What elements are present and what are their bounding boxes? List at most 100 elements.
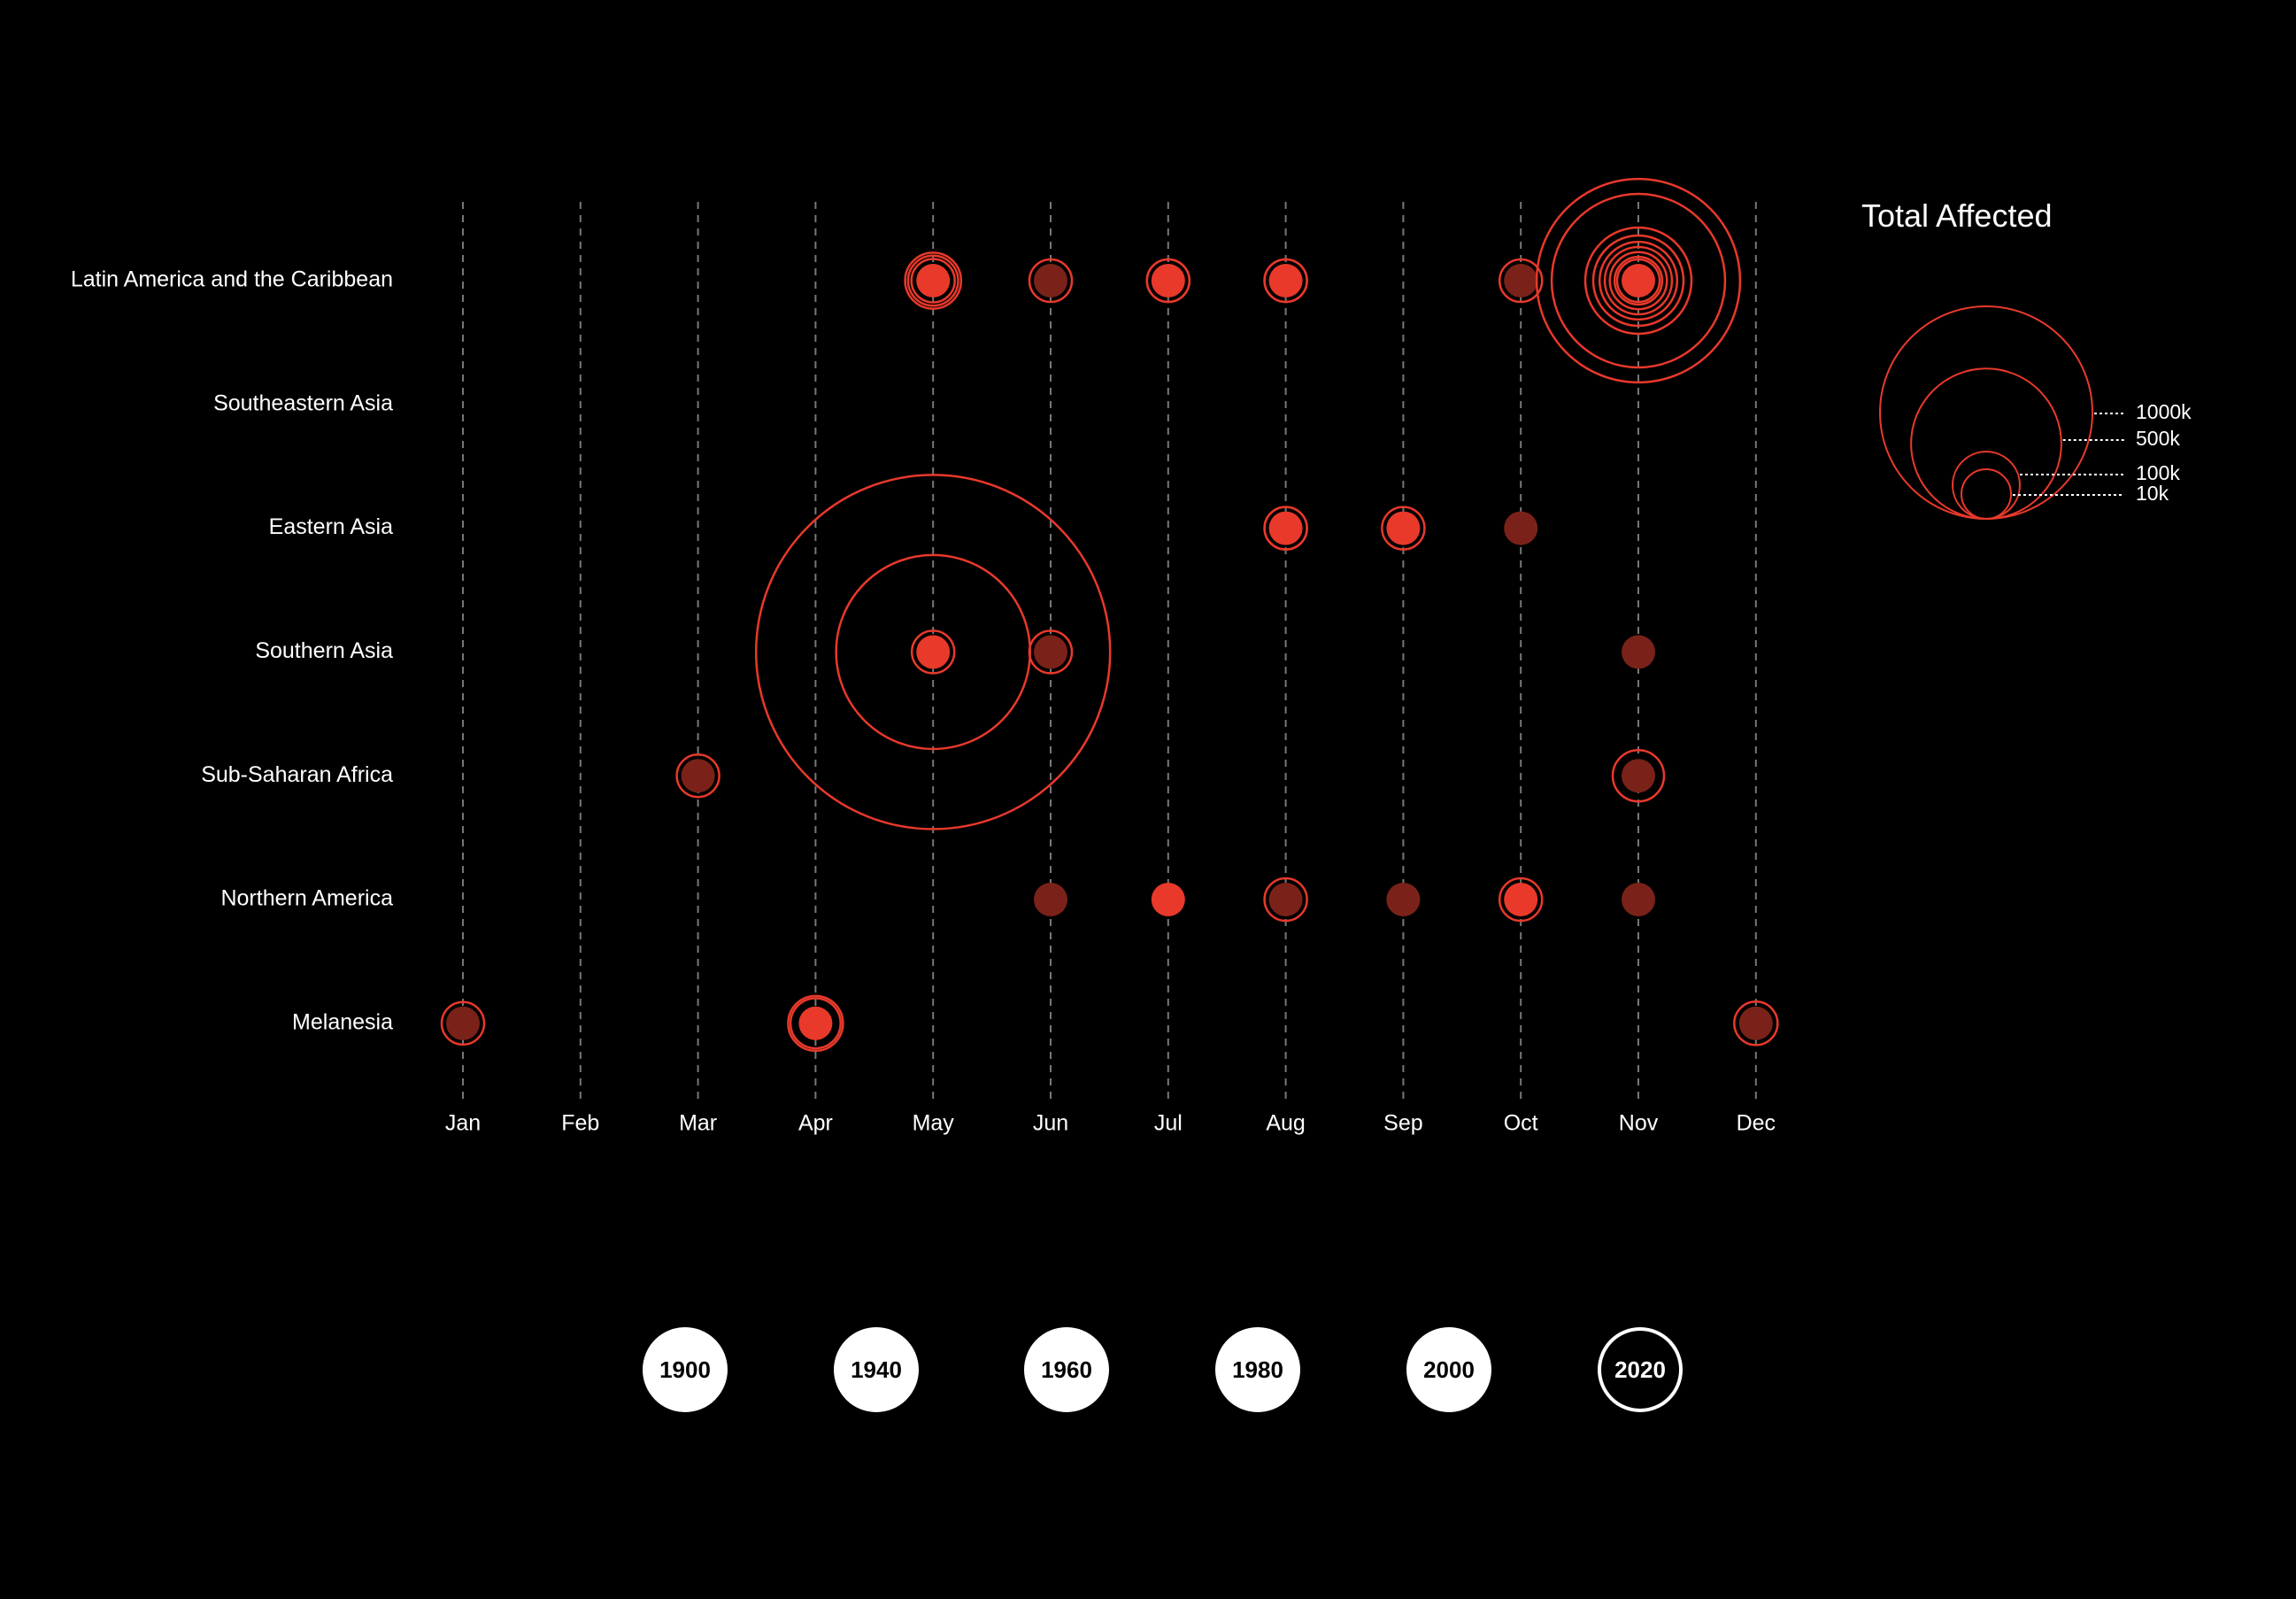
- month-label-sep: Sep: [1383, 1111, 1422, 1136]
- affected-ring: [440, 1000, 486, 1047]
- month-label-dec: Dec: [1737, 1111, 1776, 1136]
- legend-circle-1000k: [1879, 305, 2093, 520]
- event-bubble[interactable]: [1028, 630, 1074, 675]
- event-dot: [1034, 635, 1067, 669]
- event-bubble[interactable]: [1263, 258, 1308, 304]
- event-bubble[interactable]: [1535, 177, 1742, 384]
- affected-ring: [1028, 630, 1074, 675]
- region-labels: Latin America and the Caribbean Southeast…: [71, 267, 393, 1035]
- affected-ring: [1615, 258, 1661, 304]
- affected-ring: [1381, 506, 1426, 551]
- event-bubble[interactable]: [1381, 506, 1426, 551]
- event-bubble[interactable]: [1263, 506, 1308, 551]
- year-button-2020[interactable]: 2020: [1598, 1327, 1683, 1412]
- year-button-1980[interactable]: 1980: [1215, 1327, 1300, 1412]
- event-dot: [1386, 511, 1421, 545]
- event-dot: [1504, 264, 1538, 297]
- event-bubble[interactable]: [1034, 883, 1067, 916]
- region-label: Northern America: [220, 886, 393, 911]
- event-bubble[interactable]: [1263, 877, 1308, 923]
- affected-ring: [789, 997, 842, 1050]
- event-bubble[interactable]: [904, 251, 963, 310]
- event-dot: [1622, 635, 1655, 669]
- event-dot: [1151, 264, 1185, 297]
- event-dot: [1268, 511, 1303, 545]
- month-label-jul: Jul: [1154, 1111, 1183, 1136]
- region-label: Southeastern Asia: [213, 390, 393, 415]
- event-bubble[interactable]: [1622, 883, 1655, 916]
- event-dot: [1151, 883, 1185, 916]
- event-bubble[interactable]: [440, 1000, 486, 1047]
- event-dot: [1504, 511, 1538, 545]
- event-bubble[interactable]: [1733, 1000, 1779, 1047]
- event-dot: [1268, 264, 1303, 297]
- event-bubble[interactable]: [1028, 258, 1074, 304]
- month-label-aug: Aug: [1266, 1111, 1305, 1136]
- event-dot: [916, 635, 951, 669]
- region-label: Southern Asia: [255, 638, 393, 663]
- affected-ring: [904, 251, 963, 310]
- event-bubble[interactable]: [1145, 258, 1191, 304]
- event-bubbles: [440, 177, 1779, 1053]
- event-dot: [1622, 264, 1655, 297]
- region-label: Sub-Saharan Africa: [201, 762, 393, 787]
- event-dot: [1504, 883, 1538, 916]
- region-label: Melanesia: [292, 1009, 393, 1034]
- month-label-feb: Feb: [561, 1111, 599, 1136]
- event-dot: [1622, 883, 1655, 916]
- affected-ring: [1263, 506, 1308, 551]
- event-bubble[interactable]: [675, 753, 720, 799]
- event-dot: [1386, 883, 1421, 916]
- affected-ring: [906, 254, 959, 307]
- year-button-1940[interactable]: 1940: [834, 1327, 919, 1412]
- legend-label: 1000k: [2136, 400, 2192, 423]
- event-bubble[interactable]: [1498, 258, 1544, 304]
- month-label-oct: Oct: [1504, 1111, 1538, 1136]
- legend-circle-10k: [1961, 468, 2012, 520]
- affected-ring: [1613, 255, 1664, 306]
- event-dot: [1034, 883, 1067, 916]
- affected-ring: [1550, 192, 1727, 369]
- event-bubble[interactable]: [1504, 511, 1538, 545]
- affected-ring: [675, 753, 720, 799]
- year-button-1900[interactable]: 1900: [643, 1327, 728, 1412]
- event-dot: [1034, 264, 1067, 297]
- event-bubble[interactable]: [1151, 883, 1185, 916]
- affected-ring: [1263, 258, 1308, 304]
- month-label-mar: Mar: [679, 1111, 717, 1136]
- event-dot: [1738, 1006, 1773, 1040]
- affected-ring: [1603, 245, 1674, 316]
- affected-ring: [1591, 234, 1685, 328]
- event-bubble[interactable]: [1611, 748, 1666, 803]
- month-label-may: May: [913, 1111, 955, 1136]
- affected-ring: [910, 258, 956, 304]
- month-axis: Jan Feb Mar Apr May Jun Jul Aug Sep Oct Nov Dec: [445, 1111, 1776, 1136]
- year-button-1960[interactable]: 1960: [1024, 1327, 1109, 1412]
- affected-ring: [1145, 258, 1191, 304]
- event-dot: [446, 1006, 480, 1040]
- year-button-2000[interactable]: 2000: [1406, 1327, 1491, 1412]
- affected-ring: [1498, 877, 1544, 923]
- event-bubble[interactable]: [1386, 883, 1421, 916]
- event-dot: [1268, 883, 1303, 916]
- legend-label: 10k: [2136, 482, 2169, 505]
- affected-ring: [1498, 258, 1544, 304]
- month-label-jan: Jan: [445, 1111, 481, 1136]
- affected-ring: [1608, 251, 1668, 311]
- affected-ring: [1598, 240, 1679, 321]
- affected-ring: [1611, 748, 1666, 803]
- affected-ring: [1733, 1000, 1779, 1047]
- affected-ring: [1583, 226, 1693, 336]
- event-bubble[interactable]: [1498, 877, 1544, 923]
- affected-ring: [754, 474, 1112, 830]
- event-dot: [798, 1006, 833, 1040]
- month-label-nov: Nov: [1619, 1111, 1659, 1136]
- event-bubble[interactable]: [787, 994, 844, 1053]
- region-label: Latin America and the Caribbean: [71, 267, 393, 292]
- affected-ring: [1028, 258, 1074, 304]
- event-bubble[interactable]: [1622, 635, 1655, 669]
- region-label: Eastern Asia: [269, 514, 393, 539]
